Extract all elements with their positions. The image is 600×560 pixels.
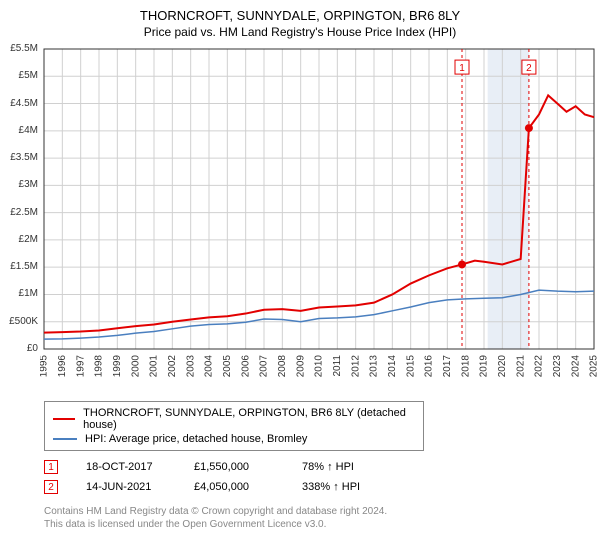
chart-container: THORNCROFT, SUNNYDALE, ORPINGTON, BR6 8L… — [0, 0, 600, 560]
svg-text:1999: 1999 — [112, 355, 123, 378]
svg-text:1996: 1996 — [57, 355, 68, 378]
y-tick-label: £2.5M — [0, 207, 38, 218]
svg-text:2018: 2018 — [460, 355, 471, 378]
svg-text:2025: 2025 — [589, 355, 600, 378]
svg-text:2005: 2005 — [222, 355, 233, 378]
legend-label: HPI: Average price, detached house, Brom… — [85, 433, 307, 445]
footer: Contains HM Land Registry data © Crown c… — [44, 505, 588, 531]
svg-text:2022: 2022 — [534, 355, 545, 378]
legend-item: THORNCROFT, SUNNYDALE, ORPINGTON, BR6 8L… — [53, 406, 415, 432]
legend-label: THORNCROFT, SUNNYDALE, ORPINGTON, BR6 8L… — [83, 407, 415, 431]
marker-row: 1 18-OCT-2017 £1,550,000 78% ↑ HPI — [44, 457, 588, 477]
chart-svg: 1995 1996 1997 1998 1999 2000 2001 2002 2003 2004… — [40, 43, 600, 393]
svg-text:1997: 1997 — [75, 355, 86, 378]
svg-text:2013: 2013 — [369, 355, 380, 378]
marker-delta: 78% ↑ HPI — [302, 461, 382, 473]
svg-text:2014: 2014 — [387, 355, 398, 378]
legend-item: HPI: Average price, detached house, Brom… — [53, 432, 415, 446]
svg-text:2011: 2011 — [332, 355, 343, 377]
y-tick-label: £3.5M — [0, 152, 38, 163]
marker-badge: 1 — [44, 460, 58, 474]
y-tick-label: £1M — [0, 288, 38, 299]
svg-text:2020: 2020 — [497, 355, 508, 378]
marker-date: 14-JUN-2021 — [86, 481, 166, 493]
svg-text:2006: 2006 — [240, 355, 251, 378]
svg-text:1: 1 — [459, 63, 465, 74]
svg-text:2: 2 — [526, 63, 532, 74]
svg-text:2019: 2019 — [479, 355, 490, 378]
svg-text:2016: 2016 — [424, 355, 435, 378]
footer-line: This data is licensed under the Open Gov… — [44, 518, 588, 531]
chart-subtitle: Price paid vs. HM Land Registry's House … — [0, 23, 600, 43]
y-tick-label: £4M — [0, 125, 38, 136]
marker-date: 18-OCT-2017 — [86, 461, 166, 473]
y-tick-label: £0 — [0, 343, 38, 354]
footer-line: Contains HM Land Registry data © Crown c… — [44, 505, 588, 518]
chart-area: 1995 1996 1997 1998 1999 2000 2001 2002 2003 2004… — [40, 43, 600, 393]
y-tick-label: £5M — [0, 70, 38, 81]
svg-text:2001: 2001 — [149, 355, 160, 378]
marker-delta: 338% ↑ HPI — [302, 481, 382, 493]
marker-price: £4,050,000 — [194, 481, 274, 493]
svg-text:2009: 2009 — [295, 355, 306, 378]
legend-swatch — [53, 438, 77, 440]
y-tick-label: £1.5M — [0, 261, 38, 272]
svg-text:2017: 2017 — [442, 355, 453, 378]
y-tick-label: £4.5M — [0, 98, 38, 109]
svg-text:2002: 2002 — [167, 355, 178, 378]
svg-text:2012: 2012 — [350, 355, 361, 378]
svg-text:2021: 2021 — [515, 355, 526, 378]
marker-table: 1 18-OCT-2017 £1,550,000 78% ↑ HPI 2 14-… — [44, 457, 588, 497]
y-tick-label: £2M — [0, 234, 38, 245]
legend: THORNCROFT, SUNNYDALE, ORPINGTON, BR6 8L… — [44, 401, 424, 451]
legend-swatch — [53, 418, 75, 420]
svg-text:2010: 2010 — [314, 355, 325, 378]
chart-title: THORNCROFT, SUNNYDALE, ORPINGTON, BR6 8L… — [0, 0, 600, 23]
y-tick-label: £3M — [0, 179, 38, 190]
svg-text:1998: 1998 — [94, 355, 105, 378]
svg-text:2023: 2023 — [552, 355, 563, 378]
svg-text:2003: 2003 — [185, 355, 196, 378]
marker-badge: 2 — [44, 480, 58, 494]
svg-text:2004: 2004 — [204, 355, 215, 378]
marker-price: £1,550,000 — [194, 461, 274, 473]
y-tick-label: £5.5M — [0, 43, 38, 54]
svg-text:2000: 2000 — [130, 355, 141, 378]
marker-row: 2 14-JUN-2021 £4,050,000 338% ↑ HPI — [44, 477, 588, 497]
y-tick-label: £500K — [0, 316, 38, 327]
svg-text:1995: 1995 — [40, 355, 50, 378]
svg-text:2008: 2008 — [277, 355, 288, 378]
svg-text:2024: 2024 — [570, 355, 581, 378]
svg-text:2007: 2007 — [259, 355, 270, 378]
svg-text:2015: 2015 — [405, 355, 416, 378]
